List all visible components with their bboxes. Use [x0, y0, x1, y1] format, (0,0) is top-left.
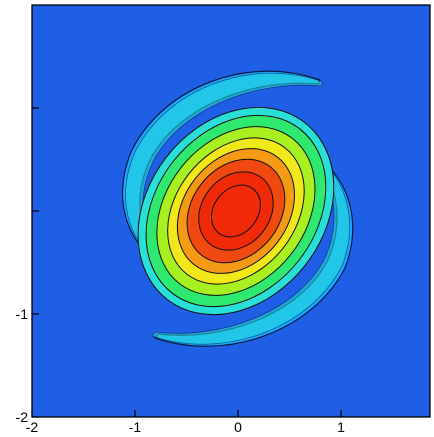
x-tick-label: 0 — [234, 419, 242, 435]
x-tick-label: -2 — [26, 419, 39, 435]
x-axis-ticks: -2 -1 0 1 — [26, 410, 345, 435]
x-tick-label: 1 — [337, 419, 345, 435]
vortex-contour — [210, 184, 261, 238]
x-tick-label: -1 — [129, 419, 142, 435]
plot-frame — [31, 4, 431, 418]
contour-field — [121, 70, 354, 347]
y-tick-label: -1 — [16, 306, 29, 322]
y-tick-label: -2 — [16, 409, 29, 425]
